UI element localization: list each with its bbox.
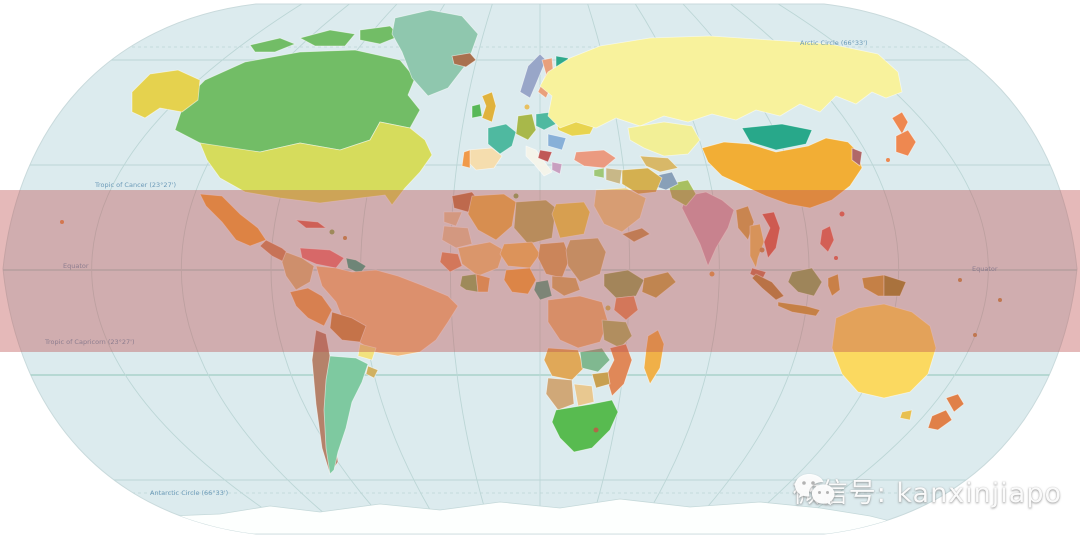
africa [439, 191, 677, 453]
latitude-label: Tropic of Capricorn (23°27') [44, 338, 135, 346]
south-america [281, 247, 459, 475]
latitude-label: Equator [63, 262, 89, 270]
latitude-label: Equator [972, 265, 998, 273]
latitude-label: Antarctic Circle (66°33') [150, 489, 228, 497]
oceania [831, 278, 1002, 431]
wechat-icon [794, 474, 835, 506]
watermark-text: 微信号: kanxinjiapo [792, 478, 1062, 509]
landmasses [60, 9, 1002, 534]
watermark: 微信号: kanxinjiapo [793, 471, 1062, 510]
asia [539, 35, 917, 317]
latitude-label: Tropic of Cancer (23°27') [94, 181, 176, 189]
latitude-label: Arctic Circle (66°33') [800, 39, 868, 47]
antarctica [138, 498, 931, 534]
north-america [60, 9, 479, 265]
latitude-labels: Arctic Circle (66°33') Tropic of Cancer (… [44, 39, 998, 497]
